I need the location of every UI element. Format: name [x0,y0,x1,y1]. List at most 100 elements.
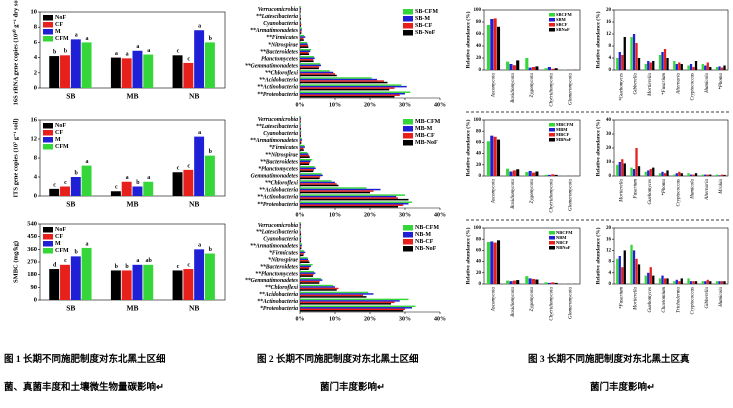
bar [172,172,183,196]
x-tick-label: Mortierella [648,73,653,97]
legend-label: MB-CF [415,133,435,139]
legend-swatch [43,234,53,240]
bar [300,22,302,24]
bar [644,64,647,70]
x-tick-label: *Guehomyces [619,73,624,101]
bar [692,174,695,176]
bar [623,163,626,176]
legend-label: CFM [55,36,69,42]
significance-letter: a [86,241,89,247]
bar [300,202,409,205]
legend-label: NBNoF [556,245,571,250]
y-tick-label: 0 [609,282,612,287]
y-tick-label: 100 [474,8,482,13]
y-tick-label: 80 [476,129,482,134]
y-tick-label: 0 [479,174,482,179]
x-tick-label: Ascomycota [492,287,497,313]
bar [300,153,309,155]
bar [509,281,513,284]
bar [300,87,395,89]
bar [300,133,302,136]
bar [300,230,301,233]
x-tick-label: Fusarium [634,179,639,200]
bar [658,173,662,176]
bar [300,44,309,47]
bar [110,270,121,300]
legend-label: MB-NoF [415,140,438,146]
bar [300,142,302,144]
bar [300,287,339,290]
significance-letter: a [198,243,201,249]
bar [300,268,309,270]
bar [300,229,301,231]
bar [720,281,724,284]
bar [183,169,194,196]
x-tick-label: 10% [329,212,341,218]
x-tick-label: 30% [399,316,411,322]
bar [647,61,650,70]
bar [300,310,404,312]
bar [300,301,395,304]
y-tick-label: 20 [606,8,612,13]
significance-letter: a [136,258,139,264]
bar [300,303,391,305]
x-tick-label: Humicola [705,73,710,94]
x-tick-label: Zygomycota [530,287,535,312]
y-tick-label: 40 [476,260,482,265]
x-tick-label: NB [189,92,199,101]
y-tick-label: **Chloroflexi [265,284,299,291]
bar [143,181,154,196]
bar [300,191,370,194]
x-tick-label: Cryptococcus [676,179,681,207]
bar [300,177,320,180]
bar [300,13,301,16]
y-tick-label: 16 [606,20,612,25]
legend-swatch [403,9,413,15]
y-tick-label: 8 [609,44,612,49]
bar [300,147,304,150]
bar [300,132,302,134]
bar [300,279,323,281]
bar [701,64,704,70]
bar [300,11,301,13]
legend-label: NB-CF [415,239,434,245]
y-tick-label: 10 [31,8,38,15]
x-tick-label: Guehomyces [648,179,653,205]
bar [300,140,302,143]
bar [300,222,302,224]
bar [300,264,313,266]
significance-letter: b [209,36,213,42]
bar [532,67,536,70]
y-tick-label: 40 [476,44,482,49]
bar [300,273,314,276]
bar [300,204,404,206]
x-tick-label: MB [126,304,138,313]
bar [143,264,154,300]
bar [680,173,683,176]
legend-label: NB-CFM [415,225,439,231]
bar [618,52,621,70]
bar [300,205,398,208]
bar [300,244,302,247]
bar [687,65,690,70]
bar [621,267,624,284]
legend-swatch [403,232,413,238]
bar [300,253,304,255]
bar [709,67,712,70]
bar [300,197,398,199]
x-tick-label: 10% [329,102,341,108]
bar [509,171,513,176]
bar [300,6,302,9]
legend-swatch [549,236,555,240]
significance-letter: a [136,44,139,50]
bar [704,281,707,284]
bar [300,270,314,273]
bar [300,121,301,123]
bar [81,165,92,196]
bar [637,166,641,176]
significance-letter: c [187,56,190,62]
bar [300,240,302,243]
bar [635,43,638,70]
y-tick-label: **Bacteroidetes [260,48,299,55]
